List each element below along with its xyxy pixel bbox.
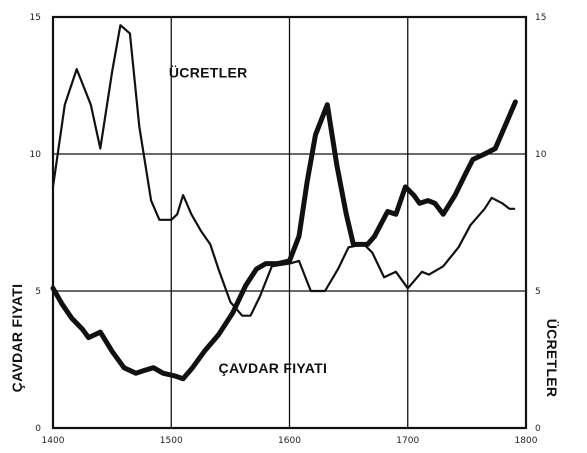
y-tick-label-right: 10 — [535, 150, 547, 160]
right-axis-title: ÜCRETLER — [544, 319, 560, 398]
series-line-ucretler — [51, 24, 516, 317]
tick-labels: 1400 1500 1600 1700 1800 0 5 10 15 0 5 10 15 — [30, 13, 547, 446]
series-lines — [50, 24, 518, 382]
x-tick-label: 1700 — [396, 436, 419, 446]
x-tick-label: 1800 — [515, 436, 538, 446]
y-tick-label-right: 15 — [535, 13, 546, 23]
y-tick-label-left: 10 — [30, 150, 42, 160]
left-axis-title: ÇAVDAR FIYATI — [9, 284, 25, 393]
y-tick-label-left: 0 — [35, 424, 41, 434]
x-tick-label: 1400 — [42, 436, 65, 446]
annotation-cavdar-fiyati: ÇAVDAR FIYATI — [219, 360, 328, 376]
y-tick-label-left: 5 — [35, 287, 41, 297]
series-line-cavdar-fiyati — [50, 99, 518, 382]
y-tick-label-left: 15 — [30, 13, 41, 23]
y-tick-label-right: 5 — [535, 287, 541, 297]
y-tick-label-right: 0 — [535, 424, 541, 434]
annotation-ucretler: ÜCRETLER — [169, 64, 248, 80]
x-tick-label: 1600 — [278, 436, 301, 446]
grid — [53, 17, 526, 428]
x-tick-label: 1500 — [160, 436, 183, 446]
